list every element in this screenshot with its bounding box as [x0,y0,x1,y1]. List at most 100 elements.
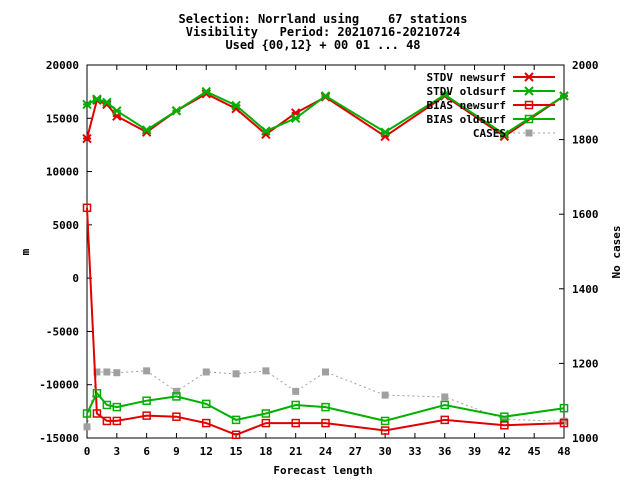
data-point [82,133,92,144]
x-tick-label: 39 [468,445,481,458]
x-tick-label: 33 [408,445,421,458]
legend-swatch-marker [524,100,534,110]
y2-tick-label: 1000 [572,432,599,445]
y-tick-label: -15000 [39,432,79,445]
data-point [142,411,151,420]
y-tick-label: 0 [72,272,79,285]
data-point [261,409,271,418]
data-point [172,412,181,421]
x-tick-label: 9 [173,445,180,458]
y2-tick-label: 1200 [572,357,599,370]
data-point [102,400,112,410]
data-point [112,106,122,116]
data-point [262,367,270,375]
data-point [380,127,390,137]
data-point [321,418,330,428]
legend-label: STDV oldsurf [427,85,506,98]
y-tick-label: -10000 [39,379,79,392]
data-point [291,418,300,428]
series-line [86,207,565,436]
data-point [500,412,509,421]
x-tick-label: 18 [259,445,272,458]
data-point [290,113,301,123]
y2-tick-label: 1400 [572,283,599,296]
legend-swatch-marker [524,72,534,82]
data-point [440,90,450,100]
data-point [560,417,568,425]
y-tick-label: 5000 [53,219,80,232]
x-tick-label: 0 [84,445,91,458]
y-tick-label: 20000 [46,59,79,72]
data-point [202,418,211,428]
data-point [380,416,390,426]
x-tick-label: 45 [528,445,541,458]
data-point [559,418,569,428]
data-point [499,129,510,139]
series-stdv-oldsurf [82,86,569,139]
data-point [500,420,509,430]
data-point [172,387,180,395]
data-point [202,399,211,409]
x-tick-label: 3 [114,445,121,458]
x-tick-label: 15 [229,445,242,458]
data-point [441,393,449,401]
data-point [92,94,102,104]
data-point [381,391,389,399]
data-point [559,403,569,413]
y2-tick-label: 1600 [572,208,599,221]
data-point [201,86,211,97]
x-tick-label: 21 [289,445,303,458]
data-point [202,368,210,376]
y-axis-label: m [19,248,32,255]
x-tick-label: 48 [557,445,570,458]
data-point [321,402,330,412]
x-tick-label: 24 [319,445,333,458]
x-axis-label: Forecast length [273,464,372,477]
data-point [93,368,101,376]
data-point [440,400,449,410]
legend-label: STDV newsurf [427,71,506,84]
chart-title: Selection: Norrland using 67 stations Vi… [179,12,468,52]
series-bias-newsurf [82,203,569,440]
legend-label: BIAS newsurf [427,99,506,112]
x-tick-label: 30 [379,445,392,458]
data-point [103,368,111,376]
y2-tick-label: 2000 [572,59,599,72]
data-point [172,392,181,401]
data-point [92,409,102,418]
x-tick-label: 36 [438,445,452,458]
data-point [292,387,300,395]
data-point [82,203,92,213]
x-axis: 0 3 6 9 12 15 18 21 24 27 30 33 36 39 42 45 48 [84,65,571,458]
data-point [102,416,112,426]
data-point [112,416,122,426]
title-line-3: Used {00,12} + 00 01 ... 48 [225,38,420,52]
data-point [500,415,508,423]
y-tick-label: -5000 [46,325,79,338]
legend-swatch-marker [525,129,533,137]
series-cases [83,367,568,431]
legend-swatch-marker [524,114,534,124]
x-tick-label: 6 [143,445,150,458]
data-point [320,91,331,101]
data-point [171,106,182,116]
data-point [112,402,122,412]
data-point [141,125,152,135]
x-tick-label: 27 [349,445,362,458]
data-point [322,368,329,376]
data-point [261,126,271,136]
data-point [92,388,102,398]
legend-label: BIAS oldsurf [427,113,506,126]
y-axis-left: -15000 -10000 -5000 0 5000 10000 15000 20000 [39,59,92,445]
series-layer [82,86,569,440]
y-tick-label: 10000 [46,166,79,179]
x-tick-label: 12 [200,445,213,458]
data-point [143,367,151,375]
y2-tick-label: 1800 [572,134,599,147]
legend-label: CASES [473,127,506,140]
data-point [291,400,300,410]
data-point [231,415,241,425]
data-point [102,97,112,108]
